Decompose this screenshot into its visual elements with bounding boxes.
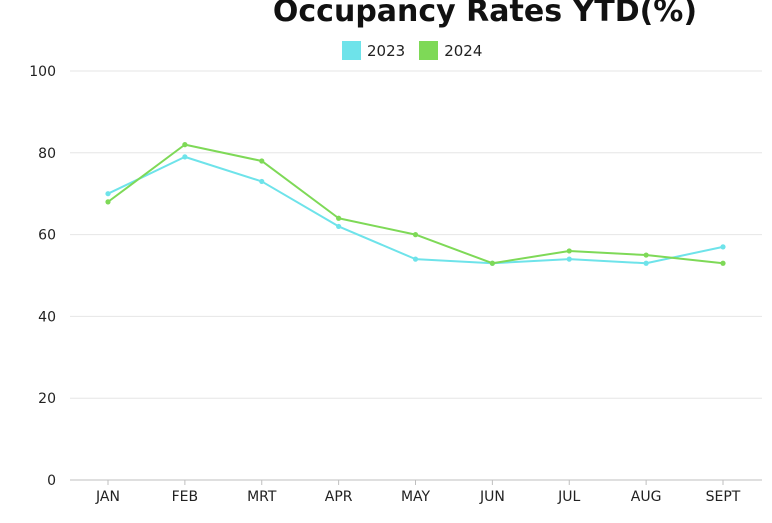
data-point-2023-aug bbox=[643, 260, 649, 266]
legend-label-2024: 2024 bbox=[444, 41, 483, 60]
data-point-2024-sept bbox=[720, 260, 726, 266]
y-tick-label-40: 40 bbox=[38, 309, 56, 325]
x-tick-label-jun: JUN bbox=[479, 489, 505, 505]
legend-item-2024[interactable]: 2024 bbox=[419, 41, 482, 60]
data-point-2023-mrt bbox=[259, 178, 265, 185]
data-point-2024-apr bbox=[336, 215, 342, 221]
data-point-2023-jul bbox=[566, 256, 572, 262]
legend-item-2023[interactable]: 2023 bbox=[342, 41, 405, 60]
x-tick-label-aug: AUG bbox=[631, 489, 662, 505]
x-tick-label-apr: APR bbox=[325, 489, 353, 505]
data-point-2024-aug bbox=[643, 252, 649, 258]
data-point-2023-feb bbox=[182, 154, 188, 160]
data-point-2023-sept bbox=[720, 244, 726, 250]
data-point-2023-apr bbox=[336, 223, 342, 230]
data-point-2024-feb bbox=[182, 142, 188, 148]
data-point-2024-may bbox=[412, 232, 419, 238]
x-tick-label-jul: JUL bbox=[557, 489, 580, 505]
y-tick-label-0: 0 bbox=[47, 473, 56, 489]
legend-swatch-2023 bbox=[342, 41, 361, 60]
data-point-2024-jun bbox=[489, 260, 495, 266]
chart-title: Occupancy Rates YTD(%) bbox=[272, 0, 698, 29]
chart-legend: 2023 2024 bbox=[342, 41, 482, 60]
legend-label-2023: 2023 bbox=[367, 41, 406, 60]
x-tick-label-mrt: MRT bbox=[247, 489, 277, 505]
data-point-2023-may bbox=[412, 256, 419, 262]
x-tick-label-feb: FEB bbox=[172, 489, 199, 505]
y-tick-label-60: 60 bbox=[38, 228, 56, 244]
data-point-2024-mrt bbox=[259, 158, 265, 164]
y-tick-label-100: 100 bbox=[29, 64, 56, 80]
x-tick-label-sept: SEPT bbox=[706, 489, 741, 505]
y-tick-label-20: 20 bbox=[38, 391, 56, 407]
data-point-2023-jan bbox=[105, 191, 111, 197]
x-tick-label-may: MAY bbox=[401, 489, 431, 505]
series-line-2023 bbox=[107, 155, 724, 265]
y-tick-label-80: 80 bbox=[38, 146, 56, 162]
data-point-2024-jan bbox=[105, 199, 111, 205]
legend-swatch-2024 bbox=[419, 41, 439, 60]
x-tick-label-jan: JAN bbox=[95, 489, 120, 505]
data-point-2024-jul bbox=[566, 248, 572, 254]
